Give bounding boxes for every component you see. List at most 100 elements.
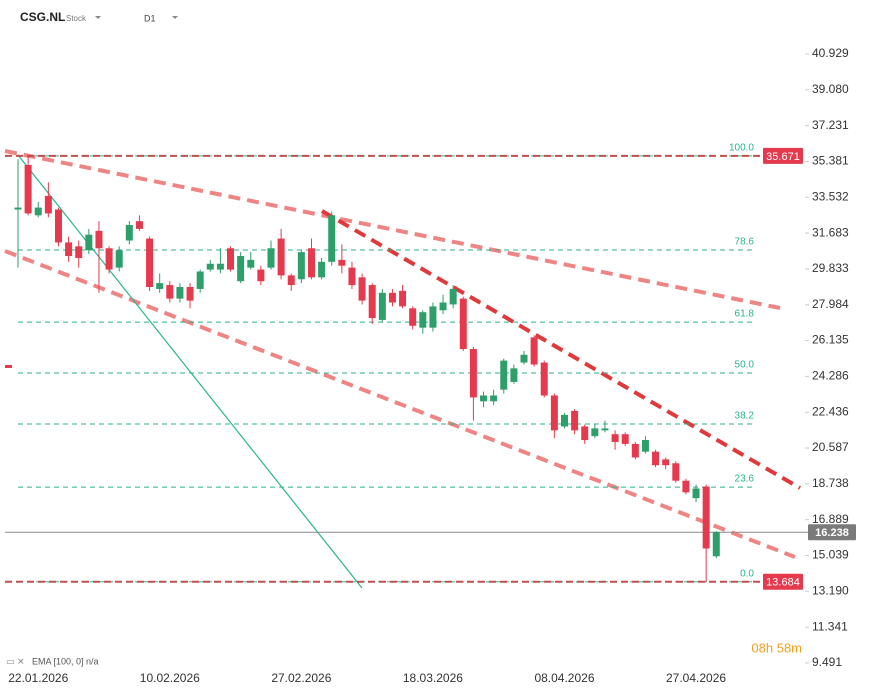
candle-body bbox=[480, 395, 488, 402]
trend-line bbox=[4, 249, 796, 559]
indicator-icon[interactable]: ▭ ✕ bbox=[6, 656, 25, 666]
candle-body bbox=[388, 292, 396, 303]
y-tick-label: 29.833 bbox=[812, 261, 849, 275]
instrument-type[interactable]: Stock bbox=[66, 14, 87, 23]
indicator-label: EMA [100, 0] n/a bbox=[32, 656, 99, 666]
fib-level-label: 78.6 bbox=[735, 237, 755, 248]
y-tick-label: 15.039 bbox=[812, 548, 849, 562]
candle-body bbox=[237, 256, 245, 282]
y-tick-label: 16.889 bbox=[812, 512, 849, 526]
candle-body bbox=[95, 230, 103, 249]
price-label-box bbox=[763, 147, 803, 164]
candle-body bbox=[540, 362, 548, 396]
candle-body bbox=[712, 532, 720, 557]
y-tick-label: 20.587 bbox=[812, 440, 849, 454]
candle-body bbox=[449, 288, 457, 305]
candle-body bbox=[206, 263, 214, 270]
candle-body bbox=[560, 414, 568, 427]
candle-body bbox=[227, 248, 235, 270]
y-tick-label: 9.491 bbox=[812, 655, 842, 669]
y-tick-label: 22.436 bbox=[812, 404, 849, 418]
candle-body bbox=[287, 275, 295, 286]
candle-body bbox=[399, 290, 407, 307]
candle-body bbox=[378, 292, 386, 320]
candle-body bbox=[702, 486, 710, 549]
x-tick-label: 10.02.2026 bbox=[140, 671, 200, 685]
candle-body bbox=[267, 248, 275, 268]
candle-body bbox=[115, 250, 123, 268]
candle-body bbox=[571, 410, 579, 431]
candle-body bbox=[439, 302, 447, 311]
candle-body bbox=[54, 209, 62, 243]
candle-body bbox=[591, 428, 599, 437]
candle-body bbox=[601, 428, 609, 431]
candle-body bbox=[146, 238, 154, 288]
candle-body bbox=[277, 238, 285, 276]
candle-body bbox=[641, 440, 649, 452]
candle-body bbox=[672, 463, 680, 481]
candle-body bbox=[328, 215, 336, 262]
y-tick-label: 37.231 bbox=[812, 118, 849, 132]
x-tick-label: 27.02.2026 bbox=[271, 671, 331, 685]
dropdown-arrow[interactable] bbox=[95, 16, 101, 19]
candle-body bbox=[135, 221, 143, 229]
candle-body bbox=[490, 395, 498, 402]
candle-body bbox=[338, 259, 346, 266]
price-label-box bbox=[808, 524, 856, 541]
y-tick-label: 24.286 bbox=[812, 369, 849, 383]
y-tick-label: 27.984 bbox=[812, 297, 849, 311]
candle-body bbox=[156, 283, 164, 289]
candle-body bbox=[85, 234, 93, 251]
y-tick-label: 26.135 bbox=[812, 333, 849, 347]
x-tick-label: 22.01.2026 bbox=[8, 671, 68, 685]
timeframe[interactable]: D1 bbox=[144, 13, 156, 23]
symbol: CSG.NL bbox=[20, 10, 65, 24]
candle-body bbox=[652, 451, 660, 466]
candle-body bbox=[581, 426, 589, 441]
candle-body bbox=[550, 395, 558, 431]
candle-body bbox=[621, 434, 629, 444]
y-tick-label: 18.738 bbox=[812, 476, 849, 490]
candle-body bbox=[216, 263, 224, 270]
fib-level-label: 0.0 bbox=[740, 568, 754, 579]
candle-body bbox=[429, 306, 437, 328]
y-tick-label: 35.381 bbox=[812, 154, 849, 168]
candle-body bbox=[348, 267, 356, 286]
candle-body bbox=[500, 360, 508, 390]
x-tick-label: 08.04.2026 bbox=[534, 671, 594, 685]
candle-body bbox=[520, 354, 528, 363]
trend-line bbox=[320, 209, 802, 490]
candle-body bbox=[257, 269, 265, 282]
candle-body bbox=[105, 248, 113, 270]
candle-body bbox=[692, 488, 700, 499]
dropdown-arrow[interactable] bbox=[172, 16, 178, 19]
y-tick-label: 11.341 bbox=[812, 619, 848, 633]
fib-level-label: 50.0 bbox=[735, 360, 755, 371]
candle-body bbox=[14, 207, 22, 210]
candle-body bbox=[196, 271, 204, 289]
candle-body bbox=[611, 434, 619, 442]
marker bbox=[5, 365, 12, 368]
plot-area: 40.929 39.080 37.231 35.381 33.532 31.683 29.8… bbox=[5, 46, 856, 685]
candle-body bbox=[24, 164, 32, 214]
x-tick-label: 27.04.2026 bbox=[666, 671, 726, 685]
candle-body bbox=[368, 285, 376, 318]
y-tick-label: 31.683 bbox=[812, 225, 849, 239]
candle-body bbox=[176, 287, 184, 299]
y-tick-label: 39.080 bbox=[812, 82, 849, 96]
candle-body bbox=[166, 285, 174, 299]
x-tick-label: 18.03.2026 bbox=[403, 671, 463, 685]
fib-level-label: 38.2 bbox=[735, 411, 755, 422]
candle-body bbox=[44, 195, 52, 214]
fib-trend-line bbox=[17, 154, 363, 589]
candle-body bbox=[530, 337, 538, 365]
candle-body bbox=[682, 480, 690, 493]
candle-body bbox=[297, 252, 305, 280]
fib-level-label: 61.8 bbox=[735, 309, 755, 320]
price-label: 16.238 bbox=[815, 527, 849, 539]
candle-body bbox=[469, 348, 477, 398]
candle-body bbox=[318, 261, 326, 278]
price-label-box bbox=[763, 573, 803, 590]
